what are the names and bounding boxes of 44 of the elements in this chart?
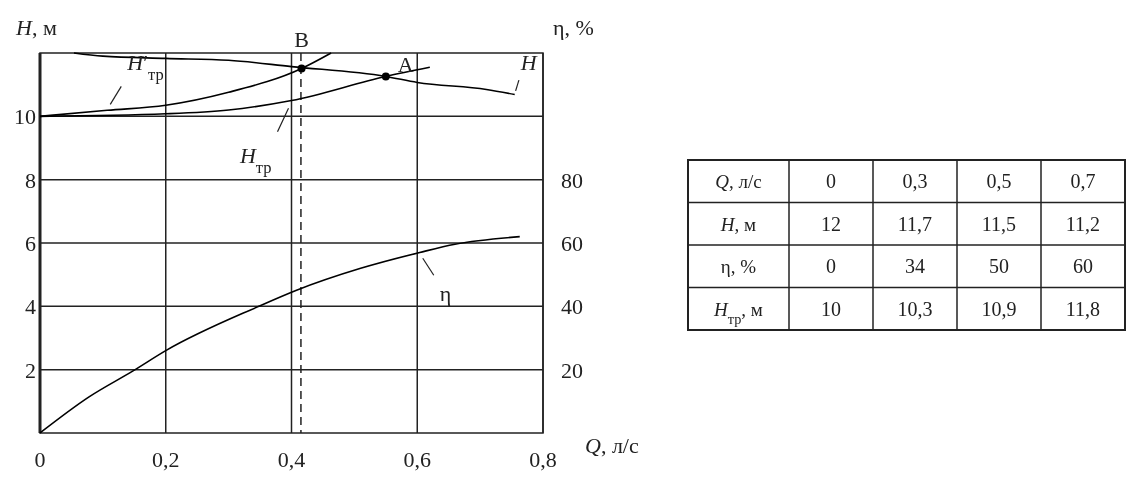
x-tick-label: 0 xyxy=(34,447,46,472)
text: 50 xyxy=(989,255,1009,277)
y2-tick-label: 60 xyxy=(561,231,583,256)
y-tick-label: 6 xyxy=(25,231,36,256)
series-label: η xyxy=(439,280,452,306)
y2-tick-label: 20 xyxy=(561,357,583,383)
series-label: H xyxy=(126,50,145,76)
text: 12 xyxy=(821,212,841,235)
x-tick-label: 0,2 xyxy=(152,447,180,472)
text: 11,2 xyxy=(1065,212,1101,235)
x-tick-label: 0,8 xyxy=(529,447,557,472)
text: 11,8 xyxy=(1065,297,1101,320)
x-axis-title: Q, л/с xyxy=(585,433,639,458)
y-tick-label: 2 xyxy=(25,357,36,383)
category-label: H$_{тр}$, м xyxy=(713,298,763,327)
text: 10,3 xyxy=(897,297,933,320)
annotation: A xyxy=(397,52,414,78)
y2-tick-label: 80 xyxy=(561,167,583,193)
x-tick-label: 0,6 xyxy=(403,447,431,472)
text: 11,5 xyxy=(981,212,1017,235)
text: ′$_{тр}$ xyxy=(143,50,164,84)
text: 0,7 xyxy=(1070,170,1096,192)
text: 10 xyxy=(821,297,841,320)
category-label: H, м xyxy=(719,213,757,235)
y2-tick-label: 40 xyxy=(561,294,583,320)
text: H xyxy=(520,50,537,76)
x-tick-label: 0,4 xyxy=(277,447,306,472)
text: 34 xyxy=(905,255,925,277)
category-label: η, % xyxy=(720,256,757,277)
text: 11,7 xyxy=(897,212,933,235)
text: 60 xyxy=(1073,255,1093,277)
y-tick-label: 10 xyxy=(14,104,36,130)
y-tick-label: 8 xyxy=(25,167,36,193)
category-label: Q, л/с xyxy=(715,171,762,192)
y2-axis-title: η, % xyxy=(553,15,594,40)
text: 0,5 xyxy=(986,170,1012,192)
text: 10,9 xyxy=(981,297,1017,320)
text: 0 xyxy=(826,170,836,192)
y-axis-title: H, м xyxy=(15,15,57,40)
y-tick-label: 4 xyxy=(25,294,36,320)
text: 0,3 xyxy=(902,170,928,192)
series-label: H$_{тр}$ xyxy=(238,142,272,176)
text: 0 xyxy=(826,255,836,277)
annotation: B xyxy=(294,26,309,52)
